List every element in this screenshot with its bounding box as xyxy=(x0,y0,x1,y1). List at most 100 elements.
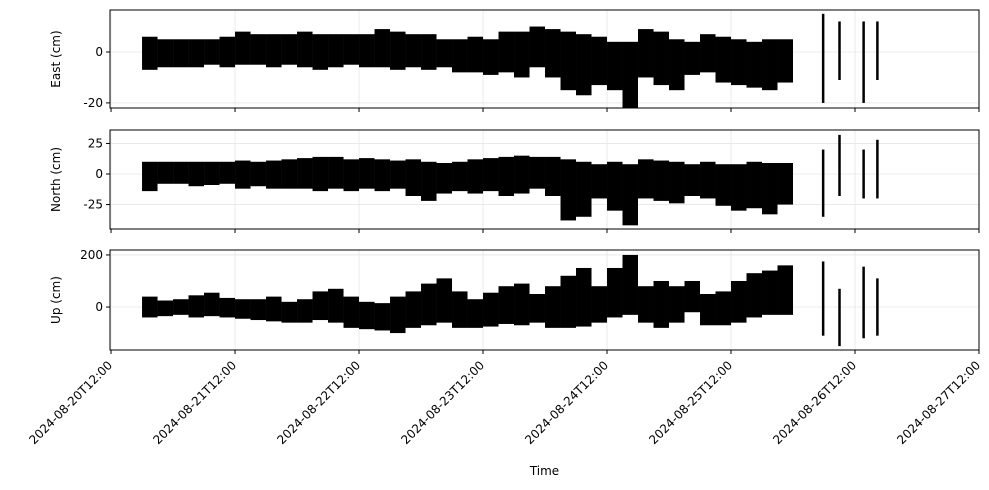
data-range xyxy=(821,261,825,336)
data-range xyxy=(684,280,701,313)
data-range xyxy=(266,34,282,68)
data-range xyxy=(638,159,654,199)
data-range xyxy=(436,163,453,194)
data-range xyxy=(862,21,865,103)
panel: -25 0 25 North (cm) xyxy=(49,129,980,233)
data-range xyxy=(607,41,623,91)
data-range xyxy=(328,34,344,68)
data-range xyxy=(188,295,205,318)
data-range xyxy=(653,160,670,201)
y-tick-label: 0 xyxy=(95,167,103,181)
data-range xyxy=(762,39,778,91)
data-range xyxy=(529,156,546,189)
data-range xyxy=(328,288,344,323)
x-tick-label: 2024-08-21T12:00 xyxy=(150,358,239,447)
x-tick-label: 2024-08-23T12:00 xyxy=(398,358,487,447)
data-range xyxy=(281,34,298,65)
data-range xyxy=(576,161,592,217)
x-tick-label: 2024-08-24T12:00 xyxy=(522,358,611,447)
data-range xyxy=(343,34,360,65)
data-range xyxy=(684,164,701,196)
data-range xyxy=(514,155,530,194)
data-range xyxy=(483,39,499,75)
data-range xyxy=(591,286,608,323)
y-tick-label: 0 xyxy=(95,300,103,314)
panel: 2024-08-20T12:00 2024-08-21T12:00 2024-08-… xyxy=(26,248,983,478)
x-tick-label: 2024-08-25T12:00 xyxy=(646,358,735,447)
data-range xyxy=(838,21,841,81)
data-range xyxy=(281,159,298,189)
data-range xyxy=(250,34,267,65)
data-range xyxy=(622,254,639,315)
data-range xyxy=(266,296,282,322)
data-range xyxy=(374,29,391,68)
data-range xyxy=(731,164,747,211)
data-range xyxy=(312,34,329,70)
y-axis-label: Up (cm) xyxy=(49,276,63,324)
data-range xyxy=(405,291,422,328)
data-range xyxy=(374,159,391,192)
data-range xyxy=(312,156,329,192)
x-tick-label: 2024-08-26T12:00 xyxy=(770,358,859,447)
data-range xyxy=(777,39,794,83)
data-range xyxy=(343,296,360,328)
data-range xyxy=(653,31,670,86)
data-range xyxy=(142,296,158,318)
data-range xyxy=(173,299,189,315)
x-axis-label: Time xyxy=(529,464,559,478)
data-range xyxy=(235,299,251,319)
data-range xyxy=(498,31,515,73)
data-range xyxy=(876,139,879,199)
data-range xyxy=(862,266,865,339)
data-range xyxy=(746,41,763,88)
data-range xyxy=(390,31,406,70)
data-range xyxy=(281,301,298,323)
data-range xyxy=(297,158,313,189)
data-range xyxy=(157,161,174,184)
data-range xyxy=(498,156,515,196)
data-range xyxy=(359,158,375,189)
data-range xyxy=(862,149,865,199)
data-range xyxy=(622,164,639,226)
y-tick-label: -25 xyxy=(83,198,103,212)
data-range xyxy=(638,286,654,323)
data-range xyxy=(715,291,732,326)
data-range xyxy=(591,164,608,199)
data-range xyxy=(560,275,577,328)
data-range xyxy=(762,270,778,315)
data-range xyxy=(421,283,437,326)
data-range xyxy=(545,156,561,196)
data-range xyxy=(607,161,623,211)
data-range xyxy=(250,161,267,187)
data-range xyxy=(297,299,313,323)
data-range xyxy=(576,34,592,96)
data-range xyxy=(838,134,841,196)
data-range xyxy=(359,301,375,330)
data-range xyxy=(483,158,499,192)
data-range xyxy=(821,149,825,217)
data-range xyxy=(405,159,422,196)
data-range xyxy=(669,39,685,91)
data-range xyxy=(142,36,158,70)
data-range xyxy=(188,39,205,68)
data-range xyxy=(876,278,879,336)
data-range xyxy=(498,286,515,324)
data-range xyxy=(173,39,189,68)
data-range xyxy=(157,39,174,68)
data-range xyxy=(452,291,468,328)
data-range xyxy=(700,294,716,326)
data-range xyxy=(777,163,794,205)
data-range xyxy=(452,161,468,192)
x-tick-label: 2024-08-27T12:00 xyxy=(894,358,983,447)
data-range xyxy=(436,278,453,323)
data-range xyxy=(467,299,484,328)
data-range xyxy=(653,280,670,328)
data-range xyxy=(343,159,360,192)
data-range xyxy=(235,160,251,189)
data-range xyxy=(545,29,561,78)
data-range xyxy=(684,41,701,75)
data-range xyxy=(560,159,577,221)
data-range xyxy=(297,31,313,68)
data-range xyxy=(669,286,685,323)
data-range xyxy=(731,280,747,323)
